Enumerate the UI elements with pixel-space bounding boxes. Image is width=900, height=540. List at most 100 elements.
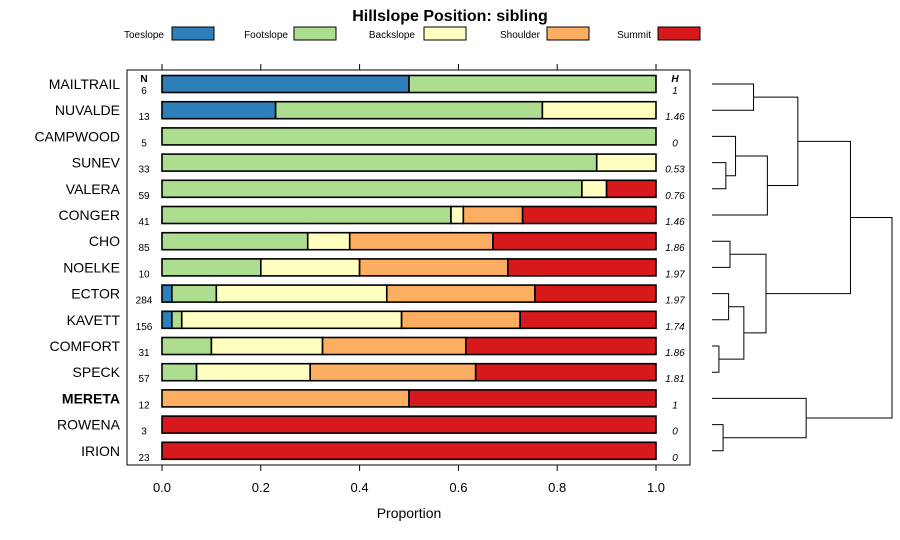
bar-segment-sunev-backslope — [595, 153, 657, 172]
bar-segment-kavett-footslope — [171, 310, 183, 330]
n-value-nuvalde: 13 — [138, 112, 150, 123]
h-value-campwood: 0 — [672, 138, 678, 149]
row-label-valera: VALERA — [66, 181, 121, 197]
plot-frame — [126, 69, 691, 466]
h-value-sunev: 0.53 — [665, 165, 685, 176]
row-label-campwood: CAMPWOOD — [34, 128, 120, 144]
legend-label-shoulder: Shoulder — [500, 30, 541, 41]
x-tick-label: 0.0 — [153, 480, 171, 495]
bar-segment-conger-backslope — [450, 205, 465, 225]
axes: 0.0 0.2 0.4 0.6 0.8 1.0 — [153, 64, 665, 495]
bar-segment-ector-toeslope — [161, 284, 173, 303]
bar-segment-nuvalde-backslope — [541, 100, 657, 120]
n-value-sunev: 33 — [138, 165, 150, 176]
dendrogram-branch — [712, 135, 737, 177]
bar-segment-valera-summit — [605, 179, 657, 199]
n-value-mailtrail: 6 — [141, 86, 147, 97]
h-value-comfort: 1.86 — [665, 348, 685, 359]
h-value-irion: 0 — [672, 453, 678, 464]
h-value-mereta: 1 — [672, 400, 678, 411]
bar-segment-speck-backslope — [195, 362, 312, 382]
dendrogram-branch — [806, 216, 893, 419]
bar-segment-kavett-backslope — [180, 310, 403, 330]
row-label-rowena: ROWENA — [57, 417, 121, 433]
legend-label-summit: Summit — [617, 30, 651, 41]
n-value-noelke: 10 — [138, 269, 150, 280]
row-label-mereta: MERETA — [62, 390, 120, 406]
bar-segment-valera-backslope — [581, 179, 608, 199]
n-header: N — [140, 74, 147, 85]
bar-segment-mailtrail-toeslope — [161, 74, 410, 94]
n-value-valera: 59 — [138, 191, 150, 202]
bar-segment-mailtrail-footslope — [408, 74, 657, 94]
bar-segment-comfort-backslope — [210, 336, 324, 356]
row-label-ector: ECTOR — [71, 286, 120, 302]
bar-segment-rowena-summit — [161, 415, 657, 434]
row-label-mailtrail: MAILTRAIL — [49, 76, 121, 92]
dendrogram-branch — [712, 345, 720, 373]
row-label-speck: SPECK — [73, 364, 121, 380]
legend-label-backslope: Backslope — [369, 30, 416, 41]
row-label-cho: CHO — [89, 233, 120, 249]
dendrogram-branch — [712, 240, 731, 268]
dendrogram-branch — [766, 140, 851, 295]
chart-title: Hillslope Position: sibling — [352, 8, 548, 25]
bar-segment-ector-shoulder — [385, 284, 536, 303]
n-value-speck: 57 — [138, 374, 150, 385]
dendrogram-branch — [712, 162, 727, 190]
legend-label-footslope: Footslope — [244, 30, 288, 41]
legend-swatch-backslope — [423, 26, 467, 41]
x-tick-label: 0.6 — [449, 480, 467, 495]
legend-label-toeslope: Toeslope — [124, 30, 164, 41]
x-tick-label: 1.0 — [647, 480, 665, 495]
bar-segment-conger-shoulder — [462, 205, 524, 225]
bar-segment-conger-summit — [521, 205, 657, 225]
dendrogram-branch — [712, 155, 768, 216]
bar-segment-noelke-footslope — [161, 258, 262, 277]
bar-segment-campwood-footslope — [161, 127, 657, 146]
x-axis-label: Proportion — [377, 505, 442, 521]
dendrogram-branch — [712, 293, 730, 321]
n-value-campwood: 5 — [141, 138, 147, 149]
bar-segment-comfort-summit — [465, 336, 657, 356]
bar-segment-kavett-shoulder — [400, 310, 521, 330]
legend: Toeslope Footslope Backslope Shoulder Summit — [124, 26, 701, 41]
h-value-kavett: 1.74 — [665, 322, 685, 333]
row-label-nuvalde: NUVALDE — [55, 102, 120, 118]
n-value-cho: 85 — [138, 243, 150, 254]
bar-segment-speck-footslope — [161, 362, 198, 382]
bar-segment-noelke-summit — [506, 258, 657, 277]
dendrogram-branch — [712, 424, 724, 452]
bar-segment-valera-footslope — [161, 179, 583, 199]
x-tick-label: 0.8 — [548, 480, 566, 495]
bar-segment-nuvalde-footslope — [274, 100, 544, 120]
h-value-noelke: 1.97 — [665, 269, 685, 280]
bar-segment-irion-summit — [161, 441, 657, 461]
x-tick-label: 0.2 — [252, 480, 270, 495]
dendrogram-branch — [712, 397, 807, 439]
bar-segment-nuvalde-toeslope — [161, 100, 277, 120]
n-value-conger: 41 — [138, 217, 150, 228]
h-value-speck: 1.81 — [665, 374, 684, 385]
dendrogram-branch — [718, 306, 745, 360]
bar-segment-noelke-shoulder — [358, 258, 509, 277]
bar-segment-ector-backslope — [215, 284, 388, 303]
bar-segment-mereta-summit — [408, 389, 657, 408]
h-value-mailtrail: 1 — [672, 86, 678, 97]
row-label-irion: IRION — [81, 443, 120, 459]
n-value-mereta: 12 — [138, 400, 150, 411]
legend-swatch-footslope — [293, 26, 337, 41]
row-label-noelke: NOELKE — [63, 259, 120, 275]
bar-segment-mereta-shoulder — [161, 389, 410, 408]
bar-segment-sunev-footslope — [161, 153, 598, 172]
bar-segment-noelke-backslope — [259, 258, 361, 277]
legend-swatch-toeslope — [171, 26, 215, 41]
h-value-cho: 1.86 — [665, 243, 685, 254]
legend-swatch-shoulder — [546, 26, 590, 41]
h-header: H — [671, 74, 679, 85]
n-value-kavett: 156 — [136, 322, 153, 333]
x-tick-label: 0.4 — [351, 480, 369, 495]
bar-segment-comfort-footslope — [161, 336, 213, 356]
